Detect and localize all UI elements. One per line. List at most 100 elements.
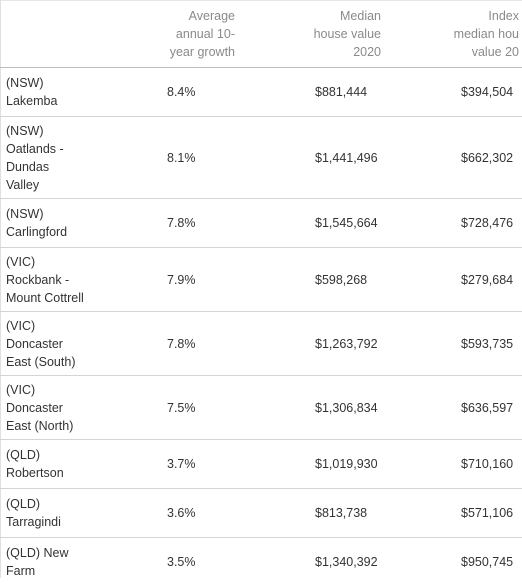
label-text: (VIC) <box>6 318 36 333</box>
cell-text: $279,684 <box>461 272 514 287</box>
header-text: house value <box>313 26 381 41</box>
row-label: (QLD) Robertson <box>6 440 64 488</box>
header-cell: Index median hou value 20 <box>454 0 519 67</box>
label-text: Carlingford <box>6 225 68 239</box>
cell-text: 8.1% <box>167 150 196 165</box>
row-label: (NSW) Oatlands - Dundas Valley <box>6 117 64 198</box>
row-rule <box>0 116 522 117</box>
row-label: (QLD) Tarragindi <box>6 489 61 537</box>
value-cell: $728,476 <box>461 199 513 247</box>
cell-text: 7.5% <box>167 400 196 415</box>
label-text: Farm <box>6 564 36 578</box>
label-text: Robertson <box>6 466 64 480</box>
value-cell: $881,444 <box>315 68 367 116</box>
left-border <box>0 0 1 578</box>
value-cell: 8.4% <box>167 68 196 116</box>
cell-text: $1,441,496 <box>315 150 378 165</box>
cell-text: $1,545,664 <box>315 216 378 230</box>
top-border <box>0 0 522 1</box>
row-label: (QLD) New Farm <box>6 538 69 585</box>
label-text: (QLD) New <box>6 546 69 560</box>
label-text: Valley <box>6 177 40 192</box>
row-label: (VIC) Doncaster East (South) <box>6 312 75 375</box>
cell-text: 7.8% <box>167 336 196 351</box>
row-rule <box>0 375 522 376</box>
value-cell: $1,545,664 <box>315 199 378 247</box>
label-text: Dundas <box>6 159 50 174</box>
row-rule <box>0 488 522 489</box>
label-text: (NSW) <box>6 123 44 138</box>
cell-text: 8.4% <box>167 85 196 99</box>
cell-text: 3.7% <box>167 457 196 471</box>
value-cell: 3.6% <box>167 489 196 537</box>
cell-text: $710,160 <box>461 457 514 471</box>
cell-text: $881,444 <box>315 85 368 99</box>
cell-text: $1,263,792 <box>315 336 378 351</box>
row-rule <box>0 311 522 312</box>
value-cell: 3.7% <box>167 440 196 488</box>
label-text: Mount Cottrell <box>6 290 84 305</box>
value-cell: 3.5% <box>167 538 196 585</box>
row-rule <box>0 198 522 199</box>
header-rule <box>0 67 522 68</box>
header-text: Average <box>188 8 235 23</box>
row-rule <box>0 247 522 248</box>
label-text: East (North) <box>6 418 74 433</box>
value-cell: $1,441,496 <box>315 117 378 198</box>
header-cell: Average annual 10- year growth <box>170 0 235 67</box>
cell-text: $728,476 <box>461 216 514 230</box>
value-cell: $636,597 <box>461 376 513 439</box>
value-cell: $1,306,834 <box>315 376 378 439</box>
label-text: (QLD) <box>6 497 41 511</box>
cell-text: $1,019,930 <box>315 457 378 471</box>
value-cell: $710,160 <box>461 440 513 488</box>
value-cell: 7.5% <box>167 376 196 439</box>
value-cell: $1,340,392 <box>315 538 378 585</box>
row-label: (VIC) Rockbank - Mount Cottrell <box>6 248 84 311</box>
row-label: (VIC) Doncaster East (North) <box>6 376 73 439</box>
value-cell: $1,019,930 <box>315 440 378 488</box>
cell-text: $593,735 <box>461 336 514 351</box>
cell-text: $394,504 <box>461 85 514 99</box>
cell-text: 3.6% <box>167 506 196 520</box>
value-cell: $813,738 <box>315 489 367 537</box>
row-label: (NSW) Carlingford <box>6 199 67 247</box>
cell-text: 7.9% <box>167 272 196 287</box>
value-cell: $571,106 <box>461 489 513 537</box>
cell-text: $1,340,392 <box>315 555 378 569</box>
value-cell: $662,302 <box>461 117 513 198</box>
header-text: Index <box>488 8 519 23</box>
value-cell: 7.9% <box>167 248 196 311</box>
label-text: Lakemba <box>6 94 58 108</box>
value-cell: $1,263,792 <box>315 312 378 375</box>
header-text: Median <box>340 8 381 23</box>
cell-text: $813,738 <box>315 506 368 520</box>
header-text: value 20 <box>471 44 519 59</box>
cell-text: $598,268 <box>315 272 368 287</box>
value-cell: 7.8% <box>167 312 196 375</box>
value-cell: $394,504 <box>461 68 513 116</box>
value-cell: $950,745 <box>461 538 513 585</box>
label-text: (VIC) <box>6 382 36 397</box>
header-text: 2020 <box>353 44 381 59</box>
header-text: year growth <box>169 44 235 59</box>
cell-text: $636,597 <box>461 400 514 415</box>
header-text: annual 10- <box>175 26 235 41</box>
value-cell: $593,735 <box>461 312 513 375</box>
label-text: Oatlands - <box>6 141 64 156</box>
cell-text: $1,306,834 <box>315 400 378 415</box>
label-text: (NSW) <box>6 76 44 90</box>
value-cell: $279,684 <box>461 248 513 311</box>
cell-text: 7.8% <box>167 216 196 230</box>
value-cell: 8.1% <box>167 117 196 198</box>
cell-text: $950,745 <box>461 555 514 569</box>
label-text: (NSW) <box>6 207 44 221</box>
label-text: Rockbank - <box>6 272 70 287</box>
header-text: median hou <box>453 26 519 41</box>
label-text: Doncaster <box>6 336 63 351</box>
row-rule <box>0 439 522 440</box>
row-label: (NSW) Lakemba <box>6 68 57 116</box>
header-cell: Median house value 2020 <box>314 0 381 67</box>
value-cell: 7.8% <box>167 199 196 247</box>
